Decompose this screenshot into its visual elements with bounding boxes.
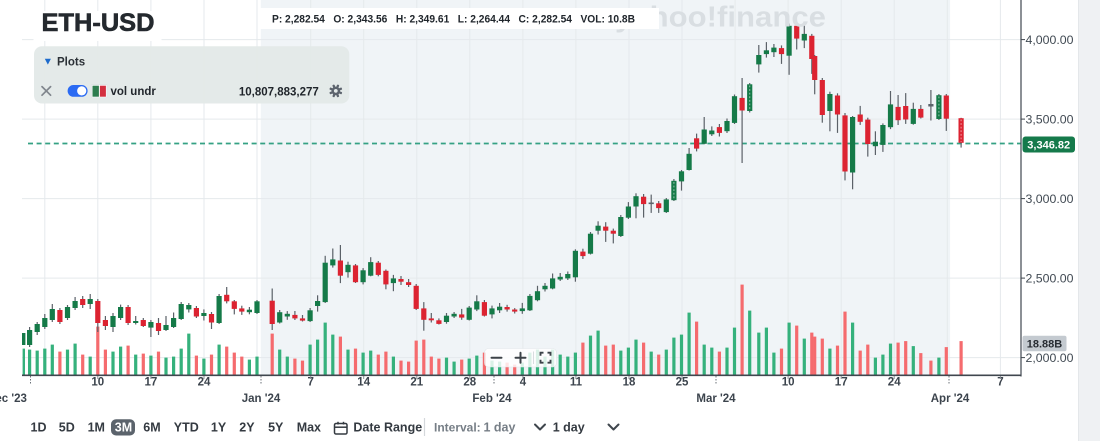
svg-text:P: 2,282.54 O: 2,343.56 H:: P: 2,282.54 O: 2,343.56 H: 2,349.61 L: 2… (272, 14, 635, 26)
svg-text:24: 24 (198, 377, 211, 389)
svg-text:24: 24 (888, 377, 901, 389)
svg-text:1Y: 1Y (211, 421, 227, 435)
svg-text:21: 21 (410, 377, 423, 389)
svg-text:5D: 5D (59, 421, 75, 435)
svg-text:7: 7 (997, 377, 1003, 389)
svg-text:Feb '24: Feb '24 (472, 393, 512, 405)
svg-text:Max: Max (297, 421, 321, 435)
svg-text:3,500.00: 3,500.00 (1026, 112, 1074, 126)
svg-text:vol undr: vol undr (111, 86, 157, 98)
svg-text:Jan '24: Jan '24 (242, 393, 281, 405)
svg-text:18: 18 (623, 377, 636, 389)
svg-text:Plots: Plots (57, 57, 85, 69)
svg-text:18.88B: 18.88B (1027, 338, 1063, 350)
svg-text:5Y: 5Y (268, 421, 284, 435)
svg-text:Interval:: Interval: (434, 421, 481, 435)
svg-text:6M: 6M (143, 421, 160, 435)
svg-text:2,500.00: 2,500.00 (1026, 271, 1074, 285)
svg-text:10: 10 (782, 377, 795, 389)
svg-text:1 day: 1 day (484, 421, 516, 435)
svg-text:11: 11 (570, 377, 583, 389)
svg-text:17: 17 (835, 377, 848, 389)
svg-text:3M: 3M (115, 421, 132, 435)
svg-text:4,000.00: 4,000.00 (1026, 33, 1074, 47)
svg-text:Mar '24: Mar '24 (696, 393, 736, 405)
svg-text:1M: 1M (88, 421, 105, 435)
svg-text:10,807,883,277: 10,807,883,277 (239, 86, 319, 98)
svg-text:25: 25 (676, 377, 689, 389)
svg-text:17: 17 (145, 377, 158, 389)
svg-text:28: 28 (463, 377, 476, 389)
svg-text:7: 7 (307, 377, 313, 389)
svg-text:3,000.00: 3,000.00 (1026, 192, 1074, 206)
svg-text:2,000.00: 2,000.00 (1026, 351, 1074, 365)
svg-text:10: 10 (91, 377, 104, 389)
svg-text:Date Range: Date Range (353, 421, 422, 435)
svg-text:Dec '23: Dec '23 (0, 393, 27, 405)
svg-text:1 day: 1 day (553, 421, 585, 435)
svg-text:14: 14 (357, 377, 370, 389)
svg-text:1D: 1D (31, 421, 47, 435)
svg-text:3,346.82: 3,346.82 (1027, 139, 1070, 151)
svg-text:ETH-USD: ETH-USD (42, 9, 155, 37)
svg-text:4: 4 (520, 377, 527, 389)
svg-text:2Y: 2Y (239, 421, 255, 435)
svg-text:Apr '24: Apr '24 (931, 393, 970, 405)
svg-text:YTD: YTD (174, 421, 199, 435)
